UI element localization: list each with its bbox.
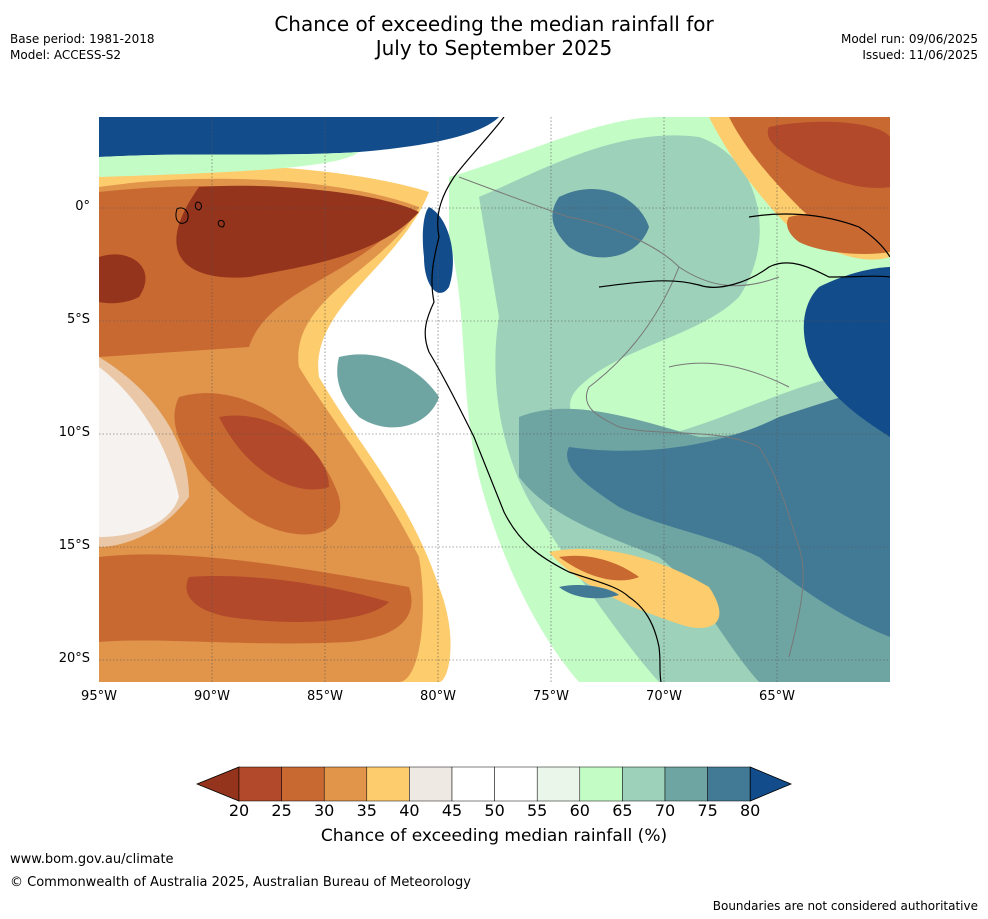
legend-swatch (579, 766, 623, 802)
zone-80-north (99, 117, 499, 157)
zone-60-north (99, 152, 359, 177)
legend-arrow-high (749, 766, 792, 802)
legend-tick-label: 40 (399, 801, 420, 820)
legend-tick-label: 55 (527, 801, 548, 820)
legend-tick-label: 50 (484, 801, 505, 820)
lat-label-10s: 10°S (58, 425, 90, 440)
zone-25-30-ne-2 (787, 212, 890, 254)
legend-swatch (622, 766, 666, 802)
title-line-2: July to September 2025 (375, 36, 613, 60)
footer-note: Boundaries are not considered authoritat… (712, 899, 978, 913)
zone-70-75-coast-blob (337, 354, 439, 428)
meta-right: Model run: 09/06/2025 Issued: 11/06/2025 (841, 31, 978, 63)
zone-20-25-west (176, 185, 419, 278)
lat-label-20s: 20°S (58, 651, 90, 666)
legend-swatch (409, 766, 453, 802)
legend-tick-label: 45 (441, 801, 463, 820)
footer-copyright: © Commonwealth of Australia 2025, Austra… (10, 875, 471, 890)
lon-label-75w: 75°W (533, 689, 569, 704)
map-title: Chance of exceeding the median rainfall … (0, 12, 988, 60)
legend-swatch (707, 766, 751, 802)
lat-label-15s: 15°S (58, 538, 90, 553)
legend-swatch (494, 766, 538, 802)
legend-tick-label: 65 (612, 801, 633, 820)
legend-tick-label: 80 (740, 801, 761, 820)
zone-25-south-coast (559, 555, 639, 581)
zone-20-25-ne (767, 121, 890, 188)
legend-tick-label: 60 (569, 801, 590, 820)
lat-label-0: 0° (75, 199, 90, 214)
country-borders (458, 176, 804, 658)
legend-swatch (536, 766, 581, 802)
legend-swatch (664, 766, 708, 802)
base-period: Base period: 1981-2018 (10, 32, 155, 46)
zone-75-80-north-east (552, 188, 649, 258)
zone-20-25-nw (99, 254, 146, 304)
footer-url: www.bom.gov.au/climate (10, 852, 174, 867)
lon-label-65w: 65°W (759, 689, 795, 704)
coastline (424, 117, 662, 682)
legend-swatch (238, 766, 282, 802)
zone-80-east (803, 267, 890, 437)
rainfall-map (99, 117, 890, 682)
legend-tick-label: 75 (697, 801, 718, 820)
legend-colorbar (196, 766, 792, 802)
legend-swatch (323, 766, 368, 802)
legend-tick-label: 70 (654, 801, 676, 820)
legend-swatch (281, 766, 325, 802)
lon-label-95w: 95°W (81, 689, 117, 704)
lon-label-90w: 90°W (194, 689, 230, 704)
legend-arrow-low (196, 766, 240, 802)
legend-tick-label: 20 (228, 801, 250, 820)
lon-label-80w: 80°W (420, 689, 456, 704)
issued-date: Issued: 11/06/2025 (862, 48, 978, 62)
title-line-1: Chance of exceeding the median rainfall … (274, 12, 714, 36)
galapagos-islands (175, 201, 225, 228)
lat-label-5s: 5°S (66, 312, 90, 327)
legend-swatch (366, 766, 410, 802)
model-name: Model: ACCESS-S2 (10, 48, 122, 62)
lon-label-85w: 85°W (307, 689, 343, 704)
legend-tick-label: 35 (356, 801, 377, 820)
zone-80-coast-north (422, 207, 453, 293)
lon-label-70w: 70°W (646, 689, 682, 704)
north-coast (598, 213, 890, 288)
zone-75-80-east (567, 377, 890, 637)
legend-label: Chance of exceeding median rainfall (%) (320, 826, 668, 846)
legend-tick-label: 25 (271, 801, 292, 820)
meta-left: Base period: 1981-2018 Model: ACCESS-S2 (10, 31, 155, 63)
zone-20-25-south (186, 576, 389, 622)
legend-tick-label: 30 (314, 801, 335, 820)
model-run: Model run: 09/06/2025 (840, 32, 978, 46)
zone-45-southwest-band (99, 357, 189, 547)
legend-swatch (451, 766, 495, 802)
gridlines (99, 117, 890, 682)
zone-75-south-coast-blob (559, 584, 619, 599)
